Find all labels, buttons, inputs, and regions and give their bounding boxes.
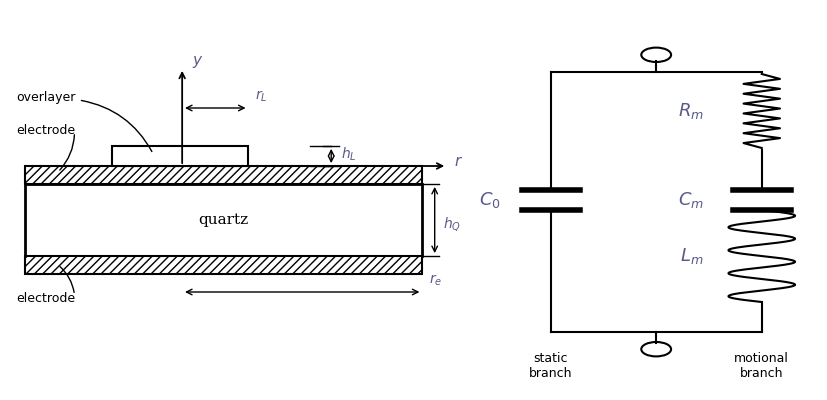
Text: $R_m$: $R_m$: [677, 101, 703, 121]
Text: motional
branch: motional branch: [734, 352, 788, 380]
Text: quartz: quartz: [198, 213, 248, 227]
Bar: [25, 184, 422, 256]
Text: electrode: electrode: [17, 124, 75, 136]
Bar: [112, 146, 248, 166]
Text: $r_e$: $r_e$: [428, 273, 442, 288]
Text: $L_m$: $L_m$: [680, 246, 703, 266]
Text: $y$: $y$: [192, 54, 203, 70]
Text: $r$: $r$: [453, 155, 462, 169]
Text: $C_m$: $C_m$: [677, 190, 703, 210]
Text: $h_Q$: $h_Q$: [442, 215, 461, 233]
Text: $C_0$: $C_0$: [479, 190, 500, 210]
Bar: [25, 256, 422, 274]
Text: $r_L$: $r_L$: [255, 89, 267, 104]
Text: electrode: electrode: [17, 292, 75, 304]
Bar: [25, 166, 422, 184]
Text: overlayer: overlayer: [17, 92, 76, 104]
Text: $h_L$: $h_L$: [341, 145, 356, 163]
Text: static
branch: static branch: [528, 352, 571, 380]
